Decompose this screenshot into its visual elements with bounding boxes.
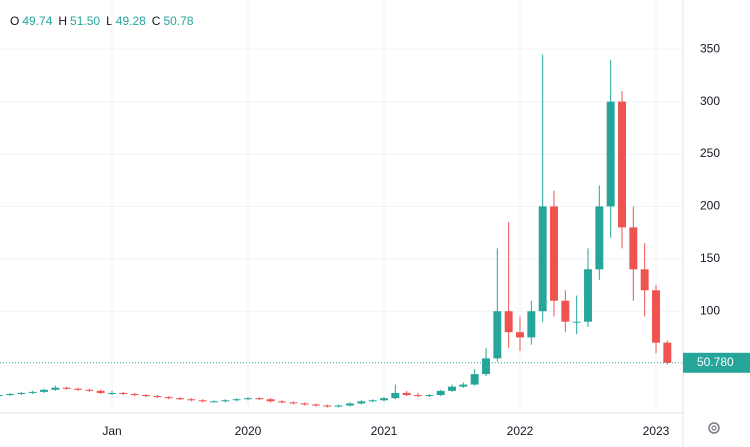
candle-body [414, 395, 422, 397]
candle-body [550, 206, 558, 301]
y-tick-label: 350 [700, 41, 720, 55]
candle-body [527, 311, 536, 338]
candle-body [74, 388, 82, 390]
candle-body [584, 269, 592, 322]
candle-body [40, 389, 48, 392]
candle-body [221, 400, 230, 402]
candle-body [255, 398, 264, 400]
y-tick-label: 100 [700, 303, 720, 317]
candle-body [51, 387, 60, 390]
candle-body [346, 403, 354, 406]
candle-body [357, 401, 366, 404]
candle-body [334, 405, 343, 407]
y-tick-label: 200 [700, 199, 720, 213]
candle-body [436, 390, 445, 396]
x-tick-label: 2022 [507, 424, 534, 438]
candle-body [618, 101, 626, 228]
candle-body [232, 399, 241, 401]
y-tick-label: 150 [700, 251, 720, 265]
candle-body [0, 395, 3, 397]
candle-body [6, 393, 14, 396]
candle-body [425, 395, 434, 397]
candle-body [402, 392, 411, 396]
candle-body [663, 342, 672, 363]
gear[interactable] [708, 422, 720, 434]
legend-value: 51.50 [70, 14, 100, 28]
last-price-tag [683, 352, 750, 373]
candle-body [164, 397, 173, 399]
candle-body [62, 387, 71, 389]
candle-body [300, 403, 309, 405]
candle-body [244, 398, 252, 400]
candle-body [368, 400, 377, 402]
candle-body [142, 395, 150, 397]
candle-body [289, 402, 298, 404]
legend-key: C [152, 14, 161, 28]
candle-body [459, 384, 468, 387]
candle-body [595, 206, 604, 270]
candle-body [96, 390, 105, 393]
y-tick-label: 250 [700, 146, 720, 160]
legend-value: 49.74 [22, 14, 52, 28]
ohlc-legend: O 49.74 H 51.50 L 49.28 C 50.78 [10, 14, 194, 28]
x-tick-label: 2020 [235, 424, 262, 438]
candle-body [380, 398, 388, 401]
last-price-label: 50.780 [697, 355, 734, 369]
candle-body [629, 227, 638, 270]
candle-body [652, 290, 660, 343]
candle-body [153, 396, 162, 398]
candle-body [312, 404, 320, 406]
y-tick-label: 300 [700, 94, 720, 108]
candle-body [17, 392, 26, 394]
candle-body [448, 386, 456, 391]
candle-body [538, 206, 547, 312]
candle-body [323, 405, 332, 407]
candle-body [130, 393, 139, 396]
candle-body [210, 401, 218, 403]
legend-key: H [58, 14, 67, 28]
candle-body [119, 392, 128, 394]
candle-body [198, 400, 207, 402]
candle-body [482, 358, 490, 375]
candle-body [640, 269, 649, 291]
legend-key: O [10, 14, 19, 28]
candle-body [28, 391, 37, 393]
x-tick-label: 2023 [643, 424, 670, 438]
candle-body [108, 392, 116, 394]
candle-body [470, 374, 479, 385]
legend-value: 50.78 [163, 14, 193, 28]
gear-hole[interactable] [711, 425, 717, 431]
candle-body [561, 300, 570, 322]
candle-body [266, 399, 275, 402]
candle-body [176, 398, 184, 400]
legend-value: 49.28 [116, 14, 146, 28]
candle-body [278, 401, 286, 403]
x-tick-label: Jan [102, 424, 121, 438]
candle-body [493, 311, 502, 359]
settings-icon[interactable] [708, 422, 720, 434]
candle-body [187, 399, 196, 401]
candle-body [516, 332, 524, 338]
candle-body [504, 311, 513, 333]
legend-key: L [106, 14, 113, 28]
candle-body [85, 389, 94, 391]
candle-body [391, 392, 400, 399]
candle-body [572, 321, 581, 323]
x-tick-label: 2021 [371, 424, 398, 438]
candle-body [606, 101, 615, 207]
